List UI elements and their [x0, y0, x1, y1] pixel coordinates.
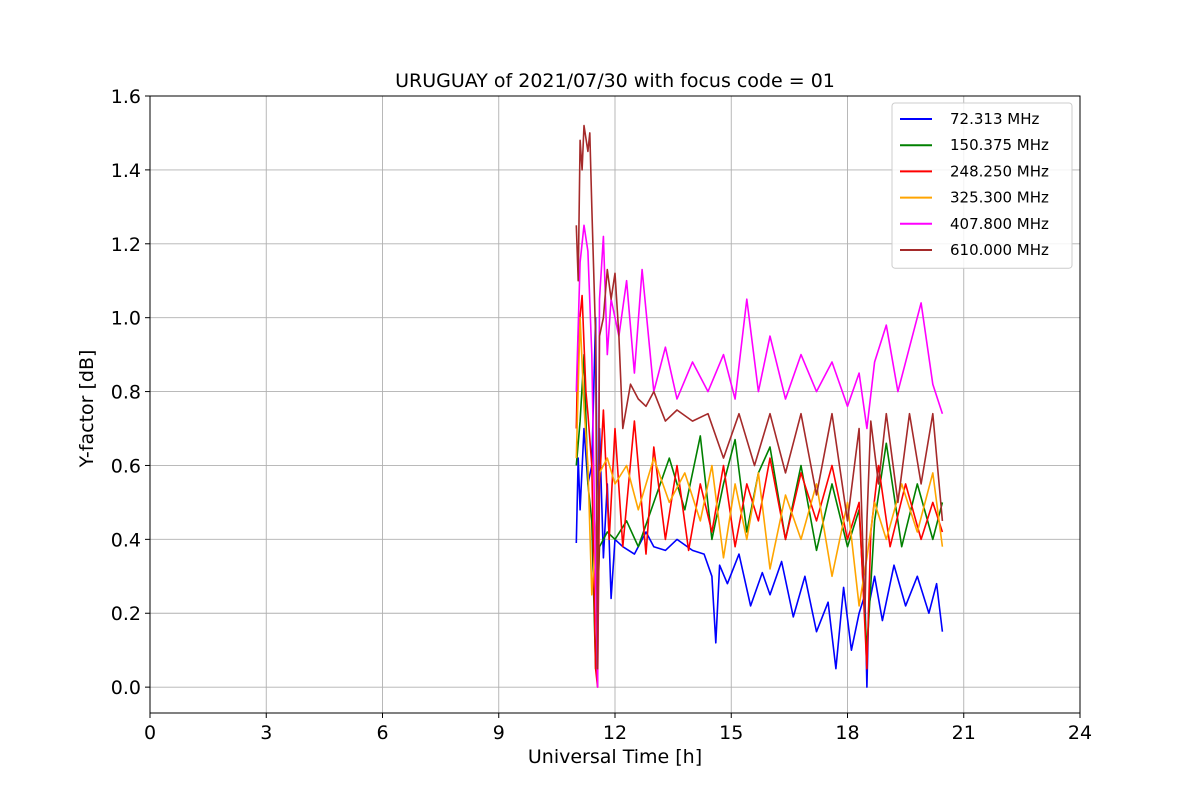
y-axis-label: Y-factor [dB]: [76, 350, 98, 469]
x-tick-label: 9: [493, 722, 505, 744]
x-tick-label: 18: [835, 722, 859, 744]
y-tick-label: 1.0: [111, 308, 141, 330]
series-layer: [575, 124, 944, 688]
x-tick-label: 3: [260, 722, 272, 744]
y-tick-label: 1.6: [111, 86, 141, 108]
series-line: [575, 316, 944, 607]
y-tick-label: 0.2: [111, 603, 141, 625]
legend-entry: 72.313 MHz: [950, 110, 1039, 128]
y-tick-label: 1.4: [111, 160, 141, 182]
y-tick-label: 0.0: [111, 677, 141, 699]
y-tick-label: 1.2: [111, 234, 141, 256]
x-axis-label: Universal Time [h]: [528, 746, 702, 768]
x-tick-label: 6: [376, 722, 388, 744]
legend-entry: 610.000 MHz: [950, 241, 1049, 259]
x-tick-label: 15: [719, 722, 743, 744]
y-tick-label: 0.8: [111, 382, 141, 404]
legend-entry: 248.250 MHz: [950, 162, 1049, 180]
x-tick-label: 0: [144, 722, 156, 744]
ticks: 0 3 6 9 12 15 18 21 24 0.0 0.2 0.4 0.6 0.8 1.0 1.2 1.4 1.…: [111, 86, 1092, 744]
series-line: [575, 124, 944, 670]
legend-box: [891, 102, 1073, 269]
y-tick-label: 0.6: [111, 455, 141, 477]
x-tick-label: 21: [952, 722, 976, 744]
y-tick-label: 0.4: [111, 529, 141, 551]
x-tick-label: 24: [1068, 722, 1092, 744]
chart-title: URUGUAY of 2021/07/30 with focus code = …: [395, 70, 835, 92]
legend-entry: 407.800 MHz: [950, 215, 1049, 233]
series-line: [575, 316, 944, 688]
legend: 72.313 MHz 150.375 MHz 248.250 MHz 325.300 …: [891, 102, 1073, 269]
x-tick-label: 12: [603, 722, 627, 744]
legend-entry: 150.375 MHz: [950, 136, 1049, 154]
legend-entry: 325.300 MHz: [950, 189, 1049, 207]
series-line: [575, 294, 944, 688]
